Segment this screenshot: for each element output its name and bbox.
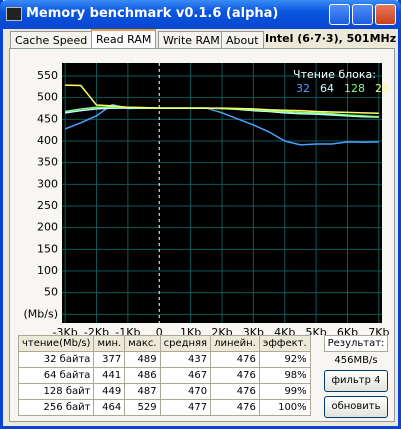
y-tick-label: 100 — [37, 264, 58, 277]
table-cell: чтение(Mb/s) — [17, 335, 95, 352]
table-cell: 441 — [93, 367, 126, 384]
legend-entry: 256 — [375, 82, 390, 95]
table-cell: 100% — [258, 399, 311, 416]
table-cell: 32 байта — [17, 351, 95, 368]
app-icon — [6, 7, 22, 21]
y-tick-label: 500 — [37, 91, 58, 104]
table-cell: 467 — [159, 367, 212, 384]
table-row: 64 байта 441 486 467 476 98% — [17, 367, 311, 384]
table-cell: 489 — [124, 351, 161, 368]
x-tick-label: 6Kb — [337, 326, 358, 335]
title-bar: Memory benchmark v0.1.6 (alpha) — [0, 0, 401, 29]
table-cell: эффект. — [258, 335, 311, 352]
result-panel: Результат: 456MB/s фильтр 4 обновить — [324, 335, 388, 418]
cpu-label: Intel (6·7·3), 501MHz — [265, 32, 397, 45]
table-cell: 464 — [93, 399, 126, 416]
table-cell: мин. — [93, 335, 126, 352]
table-row: 256 байт 464 529 477 476 100% — [17, 399, 311, 416]
table-row: чтение(Mb/s) мин. макс. средняя линейн. эффек… — [17, 335, 311, 352]
x-tick-label: 3Kb — [243, 326, 264, 335]
x-tick-label: -3Kb — [53, 326, 78, 335]
table-cell: 477 — [159, 399, 212, 416]
tab[interactable]: Write RAM — [158, 31, 225, 49]
result-label: Результат: — [324, 335, 388, 352]
table-cell: средняя — [159, 335, 212, 352]
series-line — [65, 84, 379, 115]
filter-button[interactable]: фильтр 4 — [324, 370, 388, 392]
y-tick-label: 250 — [37, 199, 58, 212]
chart: (Mb/s) 50 100 150 200 250 300 350 400 450 500 550 -3… — [24, 63, 390, 335]
table-cell: 128 байт — [17, 383, 95, 400]
table-cell: 437 — [159, 351, 212, 368]
y-tick-label: 400 — [37, 134, 58, 147]
table-cell: 98% — [258, 367, 311, 384]
y-tick-label: 350 — [37, 156, 58, 169]
x-tick-label: -2Kb — [84, 326, 109, 335]
window-title: Memory benchmark v0.1.6 (alpha) — [26, 6, 279, 21]
x-tick-label: 4Kb — [274, 326, 295, 335]
table-cell: 476 — [210, 383, 260, 400]
table-cell: линейн. — [210, 335, 260, 352]
y-tick-label: 150 — [37, 242, 58, 255]
y-tick-label: 50 — [44, 286, 58, 299]
table-cell: 256 байт — [17, 399, 95, 416]
x-tick-label: 0 — [156, 326, 163, 335]
refresh-button[interactable]: обновить — [324, 396, 388, 418]
table-cell: 486 — [124, 367, 161, 384]
legend-entry: 128 — [344, 82, 365, 95]
table-cell: 99% — [258, 383, 311, 400]
y-tick-label: 200 — [37, 221, 58, 234]
table-cell: 476 — [210, 351, 260, 368]
table-cell: макс. — [124, 335, 161, 352]
x-tick-label: 5Kb — [306, 326, 327, 335]
y-tick-label: 550 — [37, 69, 58, 82]
table-cell: 476 — [210, 367, 260, 384]
legend-entry: 64 — [320, 82, 334, 95]
table-cell: 529 — [124, 399, 161, 416]
table-row: 128 байт 449 487 470 476 99% — [17, 383, 311, 400]
y-tick-label: 300 — [37, 177, 58, 190]
maximize-button[interactable] — [352, 4, 373, 25]
x-tick-label: -1Kb — [115, 326, 140, 335]
table-cell: 476 — [210, 399, 260, 416]
x-tick-label: 1Kb — [180, 326, 201, 335]
x-tick-label: 7Kb — [368, 326, 389, 335]
result-value: 456MB/s — [334, 355, 378, 366]
minimize-button[interactable] — [329, 4, 350, 25]
legend-title: Чтение блока: — [293, 68, 376, 81]
table-cell: 449 — [93, 383, 126, 400]
tab-panel: (Mb/s) 50 100 150 200 250 300 350 400 450 500 550 -3… — [9, 48, 395, 422]
table-cell: 64 байта — [17, 367, 95, 384]
y-tick-label: (Mb/s) — [24, 307, 59, 320]
close-button[interactable] — [375, 4, 396, 25]
x-tick-label: 2Kb — [211, 326, 232, 335]
table-cell: 487 — [124, 383, 161, 400]
results-table: чтение(Mb/s) мин. макс. средняя линейн. эффек… — [17, 335, 311, 416]
tab-selected[interactable]: Read RAM — [91, 29, 157, 50]
y-tick-label: 450 — [37, 112, 58, 125]
table-cell: 377 — [93, 351, 126, 368]
table-row: 32 байта 377 489 437 476 92% — [17, 351, 311, 368]
table-cell: 92% — [258, 351, 311, 368]
tab[interactable]: About — [221, 31, 264, 49]
legend-entry: 32 — [296, 82, 310, 95]
table-cell: 470 — [159, 383, 212, 400]
tab[interactable]: Cache Speed — [10, 31, 93, 49]
